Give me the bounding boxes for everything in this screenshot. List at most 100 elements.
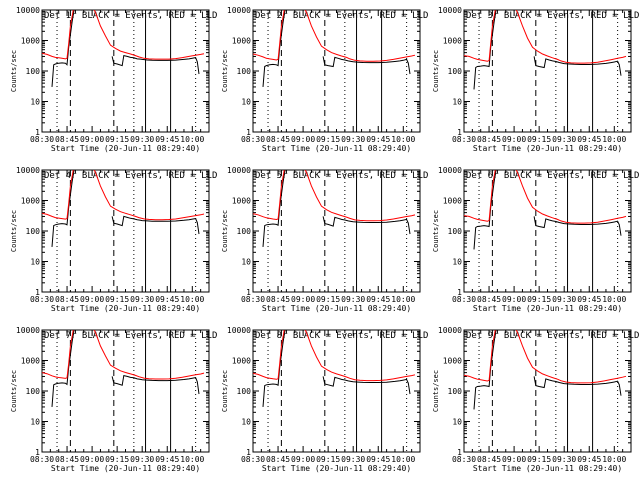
events-series-line [322, 56, 411, 75]
x-tick-label: 09:30 [341, 135, 365, 144]
x-tick-label: 09:00 [291, 135, 315, 144]
panel-title: Det 7r BLACK = Events, RED = LLD [44, 331, 217, 341]
x-tick-label: 09:00 [80, 135, 104, 144]
y-tick-label: 10 [30, 258, 40, 267]
x-tick-label: 08:30 [452, 455, 476, 464]
lld-series-line [93, 10, 205, 60]
panel-title: Det 4r BLACK = Events, RED = LLD [44, 171, 217, 181]
lld-series-line [515, 330, 627, 384]
x-tick-label: 08:45 [477, 295, 501, 304]
detector-panel-2: 1 10 100 1000 10000 08:30 08:45 09:00 09:15 09:30… [221, 6, 428, 153]
y-tick-label: 10000 [16, 6, 40, 15]
y-axis-label: Counts/sec [10, 370, 18, 412]
lld-series-line [515, 170, 627, 224]
x-tick-label: 08:45 [55, 455, 79, 464]
y-tick-label: 1000 [443, 357, 462, 366]
x-tick-label: 08:30 [30, 295, 54, 304]
x-tick-label: 08:30 [452, 295, 476, 304]
y-tick-label: 1000 [443, 37, 462, 46]
y-tick-label: 10 [30, 418, 40, 427]
y-tick-label: 10 [241, 258, 251, 267]
x-tick-label: 08:30 [30, 135, 54, 144]
y-tick-label: 10000 [227, 326, 251, 335]
x-tick-label: 08:30 [452, 135, 476, 144]
x-tick-label: 08:45 [55, 295, 79, 304]
events-series-line [533, 376, 622, 396]
y-tick-label: 10000 [16, 166, 40, 175]
lld-series-line [93, 330, 205, 380]
events-series-line [533, 56, 622, 76]
y-tick-label: 10000 [16, 326, 40, 335]
events-series-line [473, 10, 497, 90]
events-series-line [51, 330, 75, 407]
y-tick-label: 1 [246, 128, 251, 137]
y-tick-label: 1 [457, 448, 462, 457]
panel-title: Det 1r BLACK = Events, RED = LLD [44, 11, 217, 21]
x-tick-label: 09:15 [316, 135, 340, 144]
x-tick-label: 09:30 [130, 455, 154, 464]
lld-series-line [304, 170, 416, 222]
y-tick-label: 10 [241, 98, 251, 107]
x-tick-label: 09:45 [577, 295, 601, 304]
x-tick-label: 10:00 [180, 135, 204, 144]
y-tick-label: 100 [26, 67, 41, 76]
x-tick-label: 09:45 [366, 135, 390, 144]
panel-title: Det 2r BLACK = Events, RED = LLD [255, 11, 428, 21]
panel-title: Det 5r BLACK = Events, RED = LLD [255, 171, 428, 181]
y-tick-label: 1000 [21, 357, 40, 366]
detector-panel-1: 1 10 100 1000 10000 08:30 08:45 09:00 09:15 09:30… [10, 6, 217, 153]
detector-panel-4: 1 10 100 1000 10000 08:30 08:45 09:00 09:15 09:30… [10, 166, 217, 313]
lld-series-line [42, 10, 74, 60]
y-tick-label: 1 [457, 288, 462, 297]
x-tick-label: 09:15 [527, 135, 551, 144]
lld-series-line [93, 170, 205, 221]
y-tick-label: 100 [237, 387, 252, 396]
events-series-line [51, 10, 75, 87]
y-tick-label: 10000 [227, 6, 251, 15]
events-series-line [262, 170, 286, 247]
y-tick-label: 100 [448, 387, 463, 396]
x-axis-label: Start Time (20-Jun-11 08:29:40) [262, 464, 411, 473]
lld-series-line [253, 330, 285, 380]
x-tick-label: 09:45 [577, 135, 601, 144]
x-tick-label: 08:45 [266, 135, 290, 144]
x-tick-label: 09:30 [341, 455, 365, 464]
x-axis-label: Start Time (20-Jun-11 08:29:40) [51, 464, 200, 473]
lld-series-line [515, 10, 627, 64]
y-tick-label: 1000 [232, 197, 251, 206]
y-tick-label: 100 [448, 227, 463, 236]
y-tick-label: 10000 [438, 326, 462, 335]
y-axis-label: Counts/sec [432, 370, 440, 412]
y-tick-label: 100 [237, 67, 252, 76]
x-tick-label: 08:45 [477, 135, 501, 144]
y-tick-label: 1 [35, 448, 40, 457]
x-tick-label: 08:30 [241, 135, 265, 144]
y-tick-label: 10 [452, 418, 462, 427]
y-tick-label: 1000 [21, 37, 40, 46]
x-axis-label: Start Time (20-Jun-11 08:29:40) [262, 304, 411, 313]
x-axis-label: Start Time (20-Jun-11 08:29:40) [51, 304, 200, 313]
x-axis-label: Start Time (20-Jun-11 08:29:40) [473, 304, 622, 313]
y-tick-label: 100 [26, 387, 41, 396]
x-tick-label: 10:00 [602, 295, 626, 304]
y-tick-label: 1000 [21, 197, 40, 206]
x-tick-label: 08:45 [266, 295, 290, 304]
detector-panel-3: 1 10 100 1000 10000 08:30 08:45 09:00 09:15 09:30… [432, 6, 639, 153]
events-series-line [262, 330, 286, 407]
x-tick-label: 09:45 [366, 295, 390, 304]
y-tick-label: 1000 [232, 357, 251, 366]
lld-series-line [304, 10, 416, 62]
y-tick-label: 10 [452, 258, 462, 267]
x-tick-label: 10:00 [180, 455, 204, 464]
y-axis-label: Counts/sec [221, 210, 229, 252]
x-tick-label: 09:00 [80, 295, 104, 304]
lld-series-line [42, 330, 74, 379]
x-tick-label: 09:00 [502, 455, 526, 464]
panel-title: Det 6r BLACK = Events, RED = LLD [466, 171, 639, 181]
events-series-line [473, 170, 497, 250]
x-tick-label: 09:15 [105, 455, 129, 464]
y-tick-label: 10000 [438, 166, 462, 175]
panel-title: Det 8r BLACK = Events, RED = LLD [255, 331, 428, 341]
lld-series-line [253, 10, 285, 61]
